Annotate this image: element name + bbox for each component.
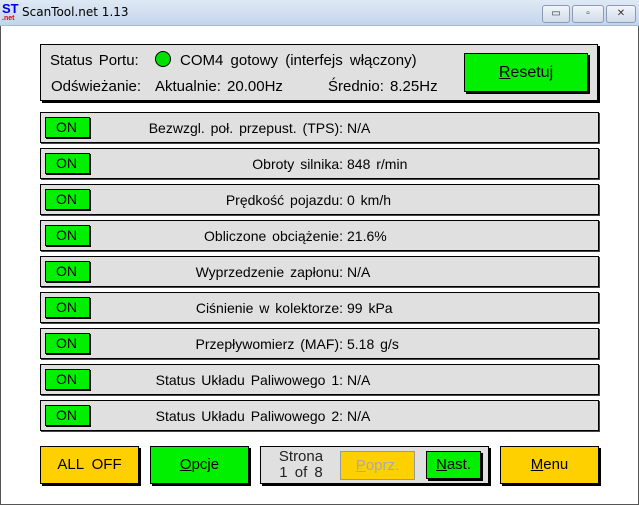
- reset-mnemonic: R: [498, 64, 511, 81]
- maximize-button[interactable]: ▫: [572, 5, 604, 23]
- status-panel: Status Portu: COM4 gotowy (interfejs włą…: [40, 44, 598, 101]
- sensor-value: N/A: [347, 408, 371, 424]
- options-label: pcje: [191, 456, 220, 473]
- sensor-label: Obliczone obciążenie:: [204, 228, 343, 244]
- sensor-toggle-button[interactable]: ON: [45, 117, 90, 138]
- sensor-toggle-button[interactable]: ON: [45, 297, 90, 318]
- next-mnemonic: N: [435, 456, 447, 473]
- sensor-row: ON Status Układu Paliwowego 1: N/A: [40, 364, 599, 395]
- sensor-toggle-button[interactable]: ON: [45, 333, 90, 354]
- sensor-row: ON Bezwzgl. poł. przepust. (TPS): N/A: [40, 112, 599, 143]
- sensor-toggle-button[interactable]: ON: [45, 369, 90, 390]
- sensor-value: N/A: [347, 264, 371, 280]
- sensor-row: ON Ciśnienie w kolektorze: 99 kPa: [40, 292, 599, 323]
- sensor-value: 5.18 g/s: [347, 336, 399, 352]
- logo-text: ST: [2, 1, 19, 16]
- page-label: Strona: [278, 448, 324, 465]
- sensor-toggle-button[interactable]: ON: [45, 261, 90, 282]
- sensor-label: Bezwzgl. poł. przepust. (TPS):: [148, 120, 343, 136]
- refresh-average: Średnio: 8.25Hz: [328, 78, 438, 95]
- sensor-label: Wyprzedzenie zapłonu:: [195, 264, 343, 280]
- title-bar: ST .net ScanTool.net 1.13 ▭ ▫ ✕: [0, 0, 639, 26]
- next-page-button[interactable]: Nast.: [426, 451, 481, 479]
- sensor-toggle-button[interactable]: ON: [45, 153, 90, 174]
- reset-label: esetuj: [510, 64, 554, 81]
- prev-mnemonic: P: [355, 457, 366, 474]
- sensor-row: ON Wyprzedzenie zapłonu: N/A: [40, 256, 599, 287]
- port-status-label: Status Portu:: [50, 52, 139, 69]
- sensor-value: 21.6%: [347, 228, 387, 244]
- menu-mnemonic: M: [530, 456, 544, 473]
- logo-subtext: .net: [2, 15, 15, 22]
- minimize-button[interactable]: ▭: [542, 5, 570, 23]
- menu-button[interactable]: Menu: [500, 446, 599, 484]
- sensor-label: Prędkość pojazdu:: [225, 192, 343, 208]
- sensor-row: ON Obliczone obciążenie: 21.6%: [40, 220, 599, 251]
- refresh-current: Aktualnie: 20.00Hz: [155, 78, 283, 95]
- prev-page-button[interactable]: Poprz.: [340, 451, 415, 480]
- sensor-value: N/A: [347, 120, 371, 136]
- sensor-toggle-button[interactable]: ON: [45, 225, 90, 246]
- menu-label: enu: [543, 456, 569, 473]
- sensor-row: ON Przepływomierz (MAF): 5.18 g/s: [40, 328, 599, 359]
- port-status-value: COM4 gotowy (interfejs włączony): [180, 52, 417, 69]
- app-logo: ST .net: [2, 1, 19, 22]
- sensor-label: Obroty silnika:: [252, 156, 343, 172]
- page-value: 1 of 8: [279, 464, 323, 481]
- reset-button[interactable]: Resetuj: [464, 53, 588, 92]
- sensor-row: ON Obroty silnika: 848 r/min: [40, 148, 599, 179]
- prev-label: oprz.: [365, 457, 400, 474]
- pagination-panel: Strona 1 of 8 Poprz. Nast.: [260, 446, 489, 484]
- status-led-icon: [155, 51, 171, 67]
- options-mnemonic: O: [179, 456, 192, 473]
- sensor-label: Ciśnienie w kolektorze:: [195, 300, 343, 316]
- sensor-toggle-button[interactable]: ON: [45, 405, 90, 426]
- sensor-toggle-button[interactable]: ON: [45, 189, 90, 210]
- close-button[interactable]: ✕: [606, 5, 636, 23]
- next-label: ast.: [446, 456, 472, 473]
- sensor-label: Przepływomierz (MAF):: [195, 336, 343, 352]
- sensor-value: N/A: [347, 372, 371, 388]
- sensor-label: Status Układu Paliwowego 2:: [155, 408, 343, 424]
- sensor-row: ON Status Układu Paliwowego 2: N/A: [40, 400, 599, 431]
- sensor-row: ON Prędkość pojazdu: 0 km/h: [40, 184, 599, 215]
- window-title: ScanTool.net 1.13: [22, 5, 129, 19]
- sensor-value: 99 kPa: [347, 300, 393, 316]
- sensor-label: Status Układu Paliwowego 1:: [155, 372, 343, 388]
- sensor-value: 848 r/min: [347, 156, 408, 172]
- all-off-button[interactable]: ALL OFF: [40, 446, 139, 484]
- sensor-value: 0 km/h: [347, 192, 392, 208]
- refresh-label: Odświeżanie:: [51, 78, 142, 95]
- options-button[interactable]: Opcje: [150, 446, 249, 484]
